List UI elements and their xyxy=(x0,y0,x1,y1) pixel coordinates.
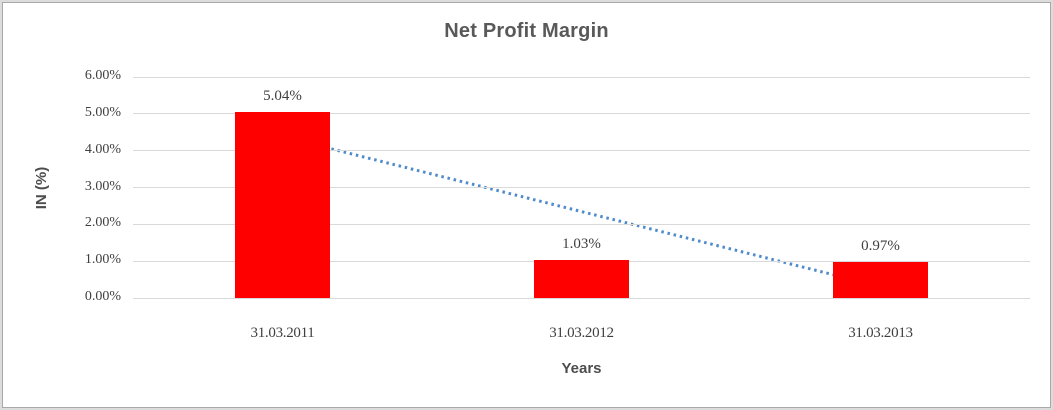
bar-data-label: 0.97% xyxy=(861,238,900,255)
chart-title: Net Profit Margin xyxy=(444,20,609,42)
gridline xyxy=(133,113,1030,115)
bar xyxy=(235,112,330,298)
y-tick-label: 0.00% xyxy=(84,289,121,304)
x-tick-label: 31.03.2013 xyxy=(848,325,913,341)
y-tick-label: 5.00% xyxy=(84,104,121,120)
x-tick-label: 31.03.2011 xyxy=(250,325,315,341)
x-tick-label: 31.03.2012 xyxy=(549,325,614,341)
gridline xyxy=(133,150,1030,152)
gridline xyxy=(133,297,1030,299)
y-tick-label: 1.00% xyxy=(84,252,121,268)
bar xyxy=(534,260,629,298)
bar-data-label: 1.03% xyxy=(562,236,601,253)
y-tick-label: 6.00% xyxy=(84,68,121,83)
gridline xyxy=(133,223,1030,225)
x-axis-title: Years xyxy=(561,360,602,377)
bar-data-label: 5.04% xyxy=(263,88,302,105)
y-tick-label: 3.00% xyxy=(84,178,121,194)
gridline xyxy=(133,187,1030,188)
bar xyxy=(833,262,928,298)
gridline xyxy=(133,76,1030,78)
y-tick-label: 4.00% xyxy=(84,141,121,157)
y-tick-label: 2.00% xyxy=(84,215,121,231)
